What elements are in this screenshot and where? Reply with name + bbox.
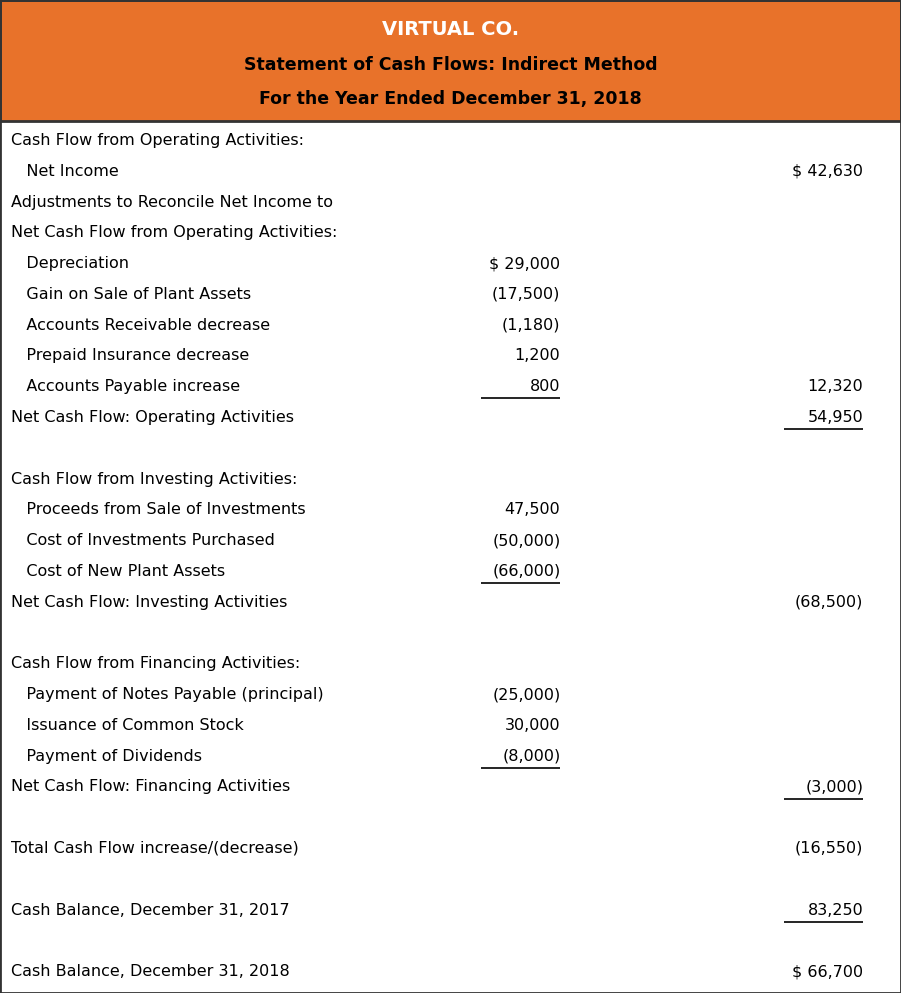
Text: 54,950: 54,950 (807, 410, 863, 425)
Text: VIRTUAL CO.: VIRTUAL CO. (382, 20, 519, 39)
Text: Payment of Notes Payable (principal): Payment of Notes Payable (principal) (11, 687, 323, 702)
Text: Cash Flow from Operating Activities:: Cash Flow from Operating Activities: (11, 133, 304, 148)
Text: (3,000): (3,000) (805, 780, 863, 794)
Text: Prepaid Insurance decrease: Prepaid Insurance decrease (11, 349, 249, 363)
Text: $ 29,000: $ 29,000 (489, 256, 560, 271)
Text: Net Cash Flow from Operating Activities:: Net Cash Flow from Operating Activities: (11, 225, 337, 240)
Text: Total Cash Flow increase/(decrease): Total Cash Flow increase/(decrease) (11, 841, 298, 856)
Text: Cash Balance, December 31, 2017: Cash Balance, December 31, 2017 (11, 903, 289, 918)
Text: $ 42,630: $ 42,630 (792, 164, 863, 179)
Text: Accounts Payable increase: Accounts Payable increase (11, 379, 240, 394)
Text: 83,250: 83,250 (807, 903, 863, 918)
Text: Cash Flow from Financing Activities:: Cash Flow from Financing Activities: (11, 656, 300, 671)
Text: Cost of Investments Purchased: Cost of Investments Purchased (11, 533, 275, 548)
Bar (0, 0, 901, 121)
Text: Net Income: Net Income (11, 164, 119, 179)
Text: (17,500): (17,500) (492, 287, 560, 302)
Text: (50,000): (50,000) (492, 533, 560, 548)
Text: 47,500: 47,500 (505, 502, 560, 517)
Text: $ 66,700: $ 66,700 (792, 964, 863, 979)
Text: (8,000): (8,000) (502, 749, 560, 764)
Text: Adjustments to Reconcile Net Income to: Adjustments to Reconcile Net Income to (11, 195, 332, 210)
Text: (68,500): (68,500) (795, 595, 863, 610)
Text: Statement of Cash Flows: Indirect Method: Statement of Cash Flows: Indirect Method (243, 57, 658, 74)
Text: 12,320: 12,320 (807, 379, 863, 394)
Text: Gain on Sale of Plant Assets: Gain on Sale of Plant Assets (11, 287, 251, 302)
Text: (66,000): (66,000) (492, 564, 560, 579)
Text: Proceeds from Sale of Investments: Proceeds from Sale of Investments (11, 502, 305, 517)
Text: Net Cash Flow: Operating Activities: Net Cash Flow: Operating Activities (11, 410, 294, 425)
Text: Net Cash Flow: Financing Activities: Net Cash Flow: Financing Activities (11, 780, 290, 794)
Text: 1,200: 1,200 (514, 349, 560, 363)
Text: Accounts Receivable decrease: Accounts Receivable decrease (11, 318, 270, 333)
Text: (16,550): (16,550) (795, 841, 863, 856)
Text: Net Cash Flow: Investing Activities: Net Cash Flow: Investing Activities (11, 595, 287, 610)
Text: Depreciation: Depreciation (11, 256, 129, 271)
Text: (1,180): (1,180) (502, 318, 560, 333)
Text: (25,000): (25,000) (492, 687, 560, 702)
Text: Cost of New Plant Assets: Cost of New Plant Assets (11, 564, 225, 579)
Text: Payment of Dividends: Payment of Dividends (11, 749, 202, 764)
Text: 30,000: 30,000 (505, 718, 560, 733)
Text: 800: 800 (530, 379, 560, 394)
Text: Cash Balance, December 31, 2018: Cash Balance, December 31, 2018 (11, 964, 289, 979)
Text: Cash Flow from Investing Activities:: Cash Flow from Investing Activities: (11, 472, 297, 487)
Text: For the Year Ended December 31, 2018: For the Year Ended December 31, 2018 (259, 90, 642, 108)
Text: Issuance of Common Stock: Issuance of Common Stock (11, 718, 243, 733)
